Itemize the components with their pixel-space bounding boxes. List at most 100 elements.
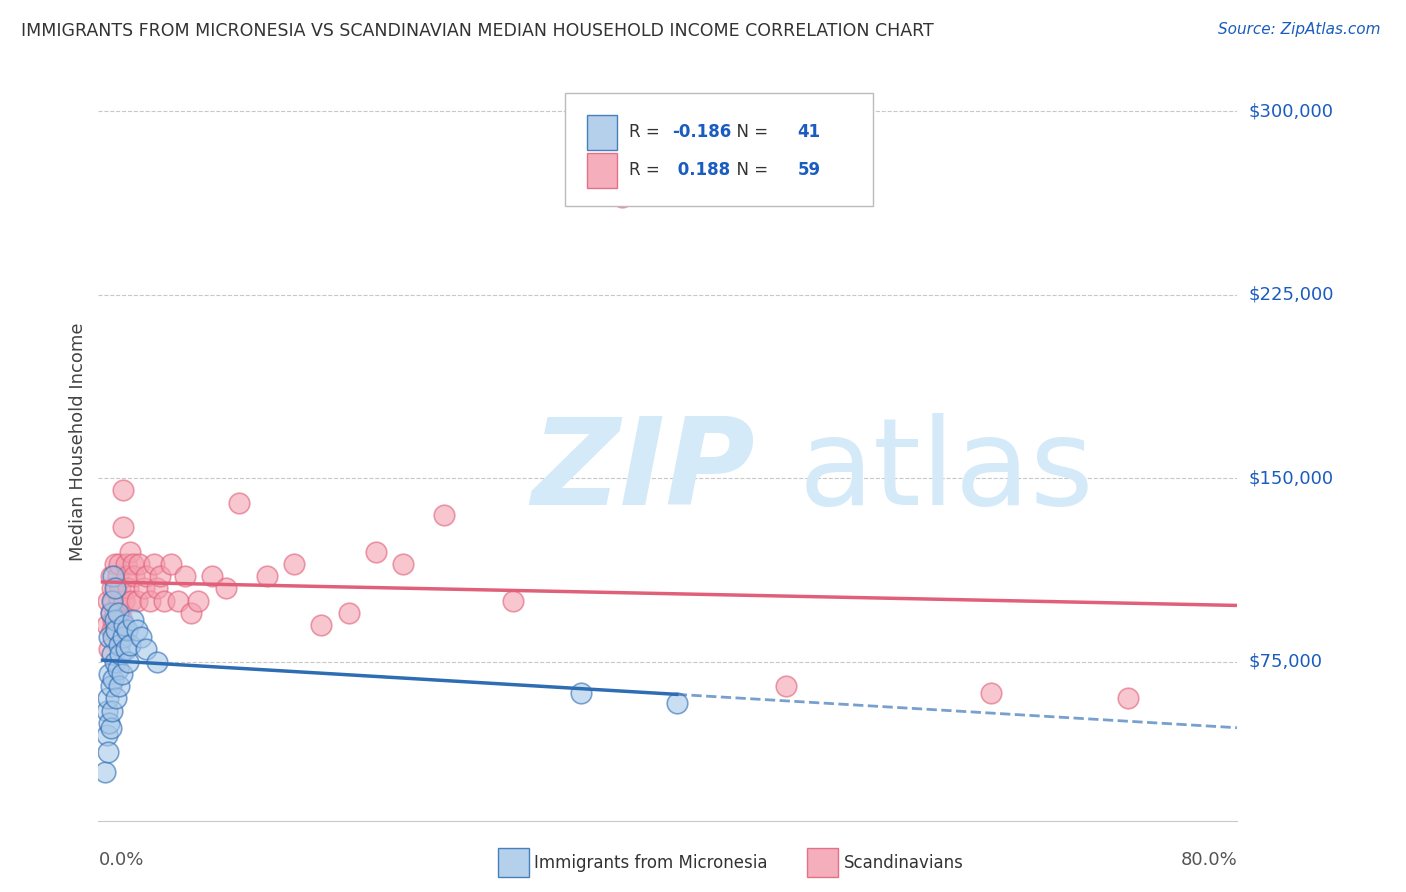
Point — [103, 569, 125, 583]
Text: -0.186: -0.186 — [672, 123, 731, 141]
Point — [121, 557, 143, 571]
Point — [104, 582, 127, 596]
Point — [112, 630, 135, 644]
Point — [103, 593, 125, 607]
Point — [112, 618, 135, 632]
Point — [107, 569, 129, 583]
FancyBboxPatch shape — [586, 115, 617, 151]
Point — [105, 582, 128, 596]
Point — [97, 745, 120, 759]
Point — [166, 593, 188, 607]
Point — [502, 593, 524, 607]
Point — [115, 569, 138, 583]
Point — [160, 557, 183, 571]
Point — [107, 662, 129, 676]
Point — [201, 569, 224, 583]
Text: $75,000: $75,000 — [1249, 653, 1323, 671]
Point — [111, 613, 134, 627]
Point — [101, 704, 124, 718]
Point — [283, 557, 305, 571]
Point — [117, 655, 139, 669]
Text: atlas: atlas — [799, 413, 1094, 531]
Point — [101, 623, 124, 637]
Point — [107, 606, 129, 620]
Point — [114, 557, 136, 571]
Text: R =: R = — [628, 161, 665, 179]
Point — [1116, 691, 1139, 706]
Point — [112, 593, 135, 607]
Point — [129, 630, 152, 644]
Point — [98, 715, 121, 730]
Point — [132, 582, 155, 596]
Point — [228, 496, 250, 510]
Point — [153, 593, 176, 607]
Point — [101, 593, 124, 607]
Point — [114, 642, 136, 657]
Point — [118, 638, 141, 652]
Point — [433, 508, 456, 522]
Point — [392, 557, 415, 571]
Point — [120, 593, 142, 607]
Point — [980, 686, 1002, 700]
Text: $300,000: $300,000 — [1249, 103, 1333, 120]
FancyBboxPatch shape — [586, 153, 617, 188]
Point — [112, 483, 135, 498]
Point — [104, 606, 127, 620]
Point — [104, 557, 127, 571]
Point — [104, 655, 127, 669]
Point — [117, 582, 139, 596]
Point — [108, 638, 131, 652]
Point — [103, 630, 125, 644]
Point — [105, 623, 128, 637]
Point — [97, 593, 120, 607]
Text: $150,000: $150,000 — [1249, 469, 1333, 487]
Point — [108, 679, 131, 693]
Text: 59: 59 — [797, 161, 821, 179]
Text: 41: 41 — [797, 123, 821, 141]
Point — [96, 704, 118, 718]
Point — [112, 520, 135, 534]
Text: N =: N = — [725, 123, 773, 141]
Point — [337, 606, 360, 620]
Point — [364, 544, 387, 558]
Point — [115, 623, 138, 637]
Point — [100, 606, 122, 620]
Text: 0.0%: 0.0% — [98, 851, 143, 869]
Point — [105, 691, 128, 706]
Point — [173, 569, 195, 583]
Point — [665, 696, 688, 710]
Point — [146, 582, 169, 596]
Point — [98, 642, 121, 657]
Text: N =: N = — [725, 161, 773, 179]
Point — [125, 593, 148, 607]
Y-axis label: Median Household Income: Median Household Income — [69, 322, 87, 561]
Point — [146, 655, 169, 669]
Point — [309, 618, 332, 632]
FancyBboxPatch shape — [565, 93, 873, 207]
Point — [118, 544, 141, 558]
Point — [187, 593, 209, 607]
Point — [110, 606, 132, 620]
Point — [143, 557, 166, 571]
Point — [108, 593, 131, 607]
Point — [110, 582, 132, 596]
Point — [101, 648, 124, 662]
Point — [96, 728, 118, 742]
Point — [775, 679, 797, 693]
Text: 0.188: 0.188 — [672, 161, 731, 179]
Text: 80.0%: 80.0% — [1181, 851, 1237, 869]
Point — [111, 666, 134, 681]
Point — [135, 642, 157, 657]
Point — [105, 623, 128, 637]
Point — [128, 557, 150, 571]
Text: Scandinavians: Scandinavians — [844, 854, 963, 871]
Point — [122, 569, 145, 583]
Point — [96, 618, 118, 632]
Point — [180, 606, 202, 620]
Point — [610, 190, 633, 204]
Text: IMMIGRANTS FROM MICRONESIA VS SCANDINAVIAN MEDIAN HOUSEHOLD INCOME CORRELATION C: IMMIGRANTS FROM MICRONESIA VS SCANDINAVI… — [21, 22, 934, 40]
Point — [256, 569, 278, 583]
Point — [104, 613, 127, 627]
Point — [98, 630, 121, 644]
Text: R =: R = — [628, 123, 665, 141]
